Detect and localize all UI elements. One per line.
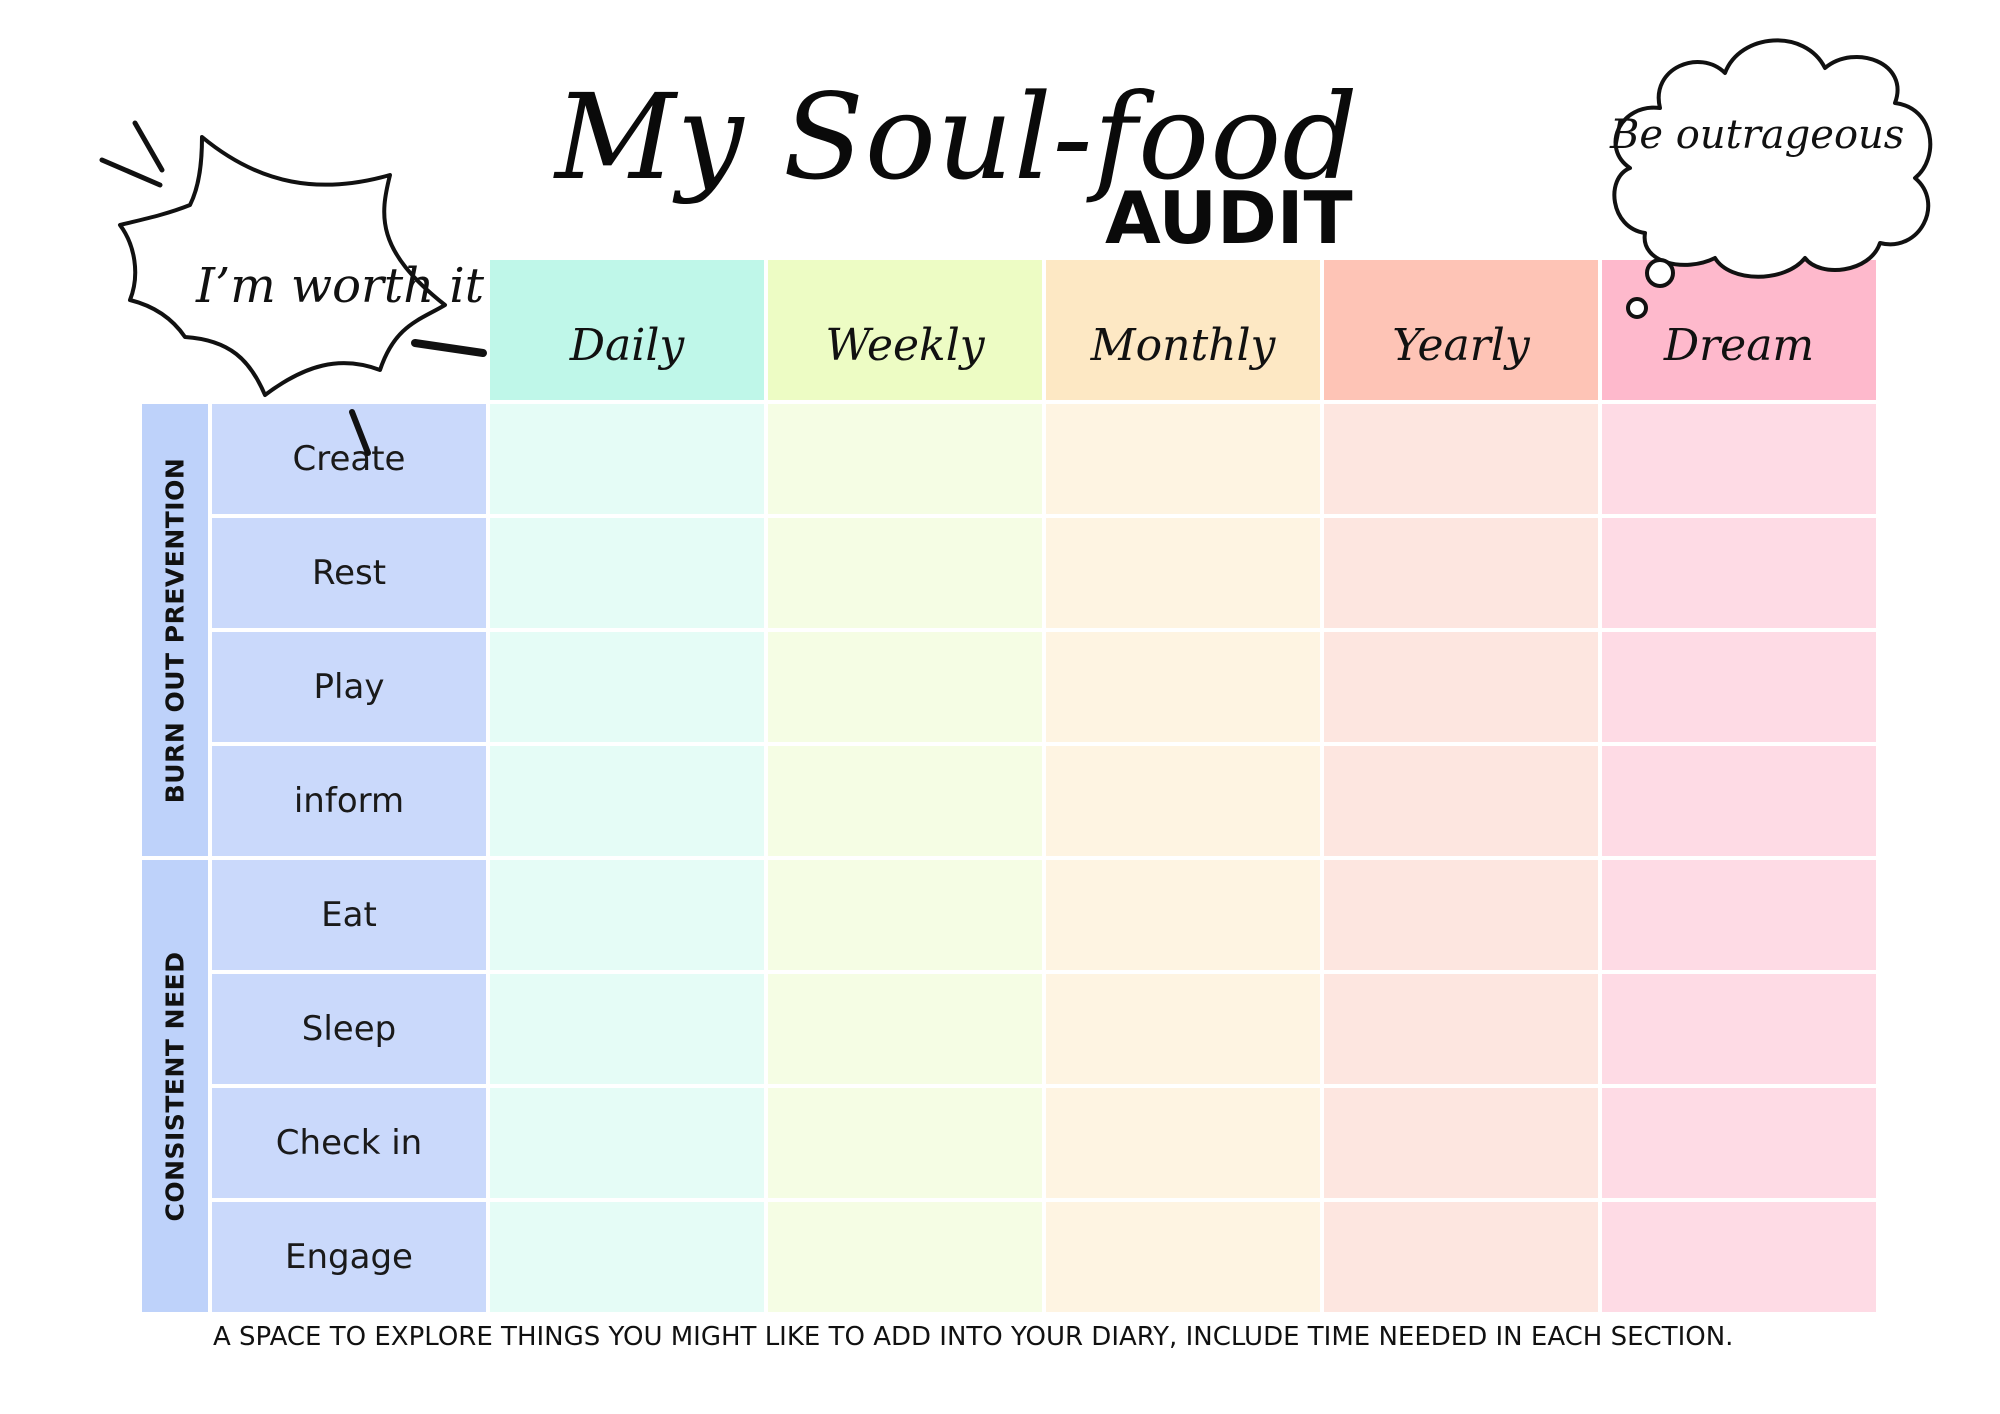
group-label-burn-out-prevention: BURN OUT PREVENTION — [142, 404, 208, 856]
entry-cell[interactable] — [1046, 1202, 1320, 1312]
entry-cell[interactable] — [768, 518, 1042, 628]
entry-cell[interactable] — [1324, 1202, 1598, 1312]
entry-cell[interactable] — [1046, 1088, 1320, 1198]
entry-cell[interactable] — [1602, 1088, 1876, 1198]
column-header-yearly: Yearly — [1324, 260, 1598, 400]
speech-bubble — [99, 120, 487, 456]
burst-line — [132, 120, 165, 173]
entry-cell[interactable] — [490, 860, 764, 970]
entry-cell[interactable] — [1324, 746, 1598, 856]
entry-cell[interactable] — [1046, 518, 1320, 628]
entry-cell[interactable] — [490, 404, 764, 514]
entry-cell[interactable] — [768, 746, 1042, 856]
entry-cell[interactable] — [1324, 404, 1598, 514]
burst-line — [99, 157, 163, 188]
row-label-rest: Rest — [212, 518, 486, 628]
entry-cell[interactable] — [768, 860, 1042, 970]
row-label-check-in: Check in — [212, 1088, 486, 1198]
thought-cloud — [1612, 38, 1933, 319]
row-label-engage: Engage — [212, 1202, 486, 1312]
audit-table: Daily Weekly Monthly Yearly Dream BURN O… — [142, 260, 1876, 1312]
entry-cell[interactable] — [490, 974, 764, 1084]
column-header-monthly: Monthly — [1046, 260, 1320, 400]
entry-cell[interactable] — [1046, 746, 1320, 856]
thought-cloud-shape — [1612, 38, 1933, 279]
entry-cell[interactable] — [1046, 632, 1320, 742]
entry-cell[interactable] — [1324, 860, 1598, 970]
entry-cell[interactable] — [1046, 974, 1320, 1084]
entry-cell[interactable] — [1324, 974, 1598, 1084]
entry-cell[interactable] — [1324, 632, 1598, 742]
entry-cell[interactable] — [1602, 1202, 1876, 1312]
entry-cell[interactable] — [490, 746, 764, 856]
entry-cell[interactable] — [768, 974, 1042, 1084]
row-label-eat: Eat — [212, 860, 486, 970]
row-label-inform: inform — [212, 746, 486, 856]
column-header-dream: Dream — [1602, 260, 1876, 400]
speech-bubble-text: I’m worth it — [196, 258, 485, 314]
entry-cell[interactable] — [768, 632, 1042, 742]
entry-cell[interactable] — [1602, 974, 1876, 1084]
burst-line — [411, 339, 487, 357]
entry-cell[interactable] — [490, 518, 764, 628]
page-subtitle: AUDIT — [1105, 176, 1353, 260]
column-header-daily: Daily — [490, 260, 764, 400]
group-label-text: CONSISTENT NEED — [160, 951, 190, 1221]
page-title: My Soul-food — [555, 68, 1359, 206]
entry-cell[interactable] — [490, 1088, 764, 1198]
burst-line — [349, 409, 371, 456]
entry-cell[interactable] — [768, 1088, 1042, 1198]
entry-cell[interactable] — [768, 1202, 1042, 1312]
row-label-sleep: Sleep — [212, 974, 486, 1084]
entry-cell[interactable] — [1046, 860, 1320, 970]
group-label-consistent-need: CONSISTENT NEED — [142, 860, 208, 1312]
entry-cell[interactable] — [768, 404, 1042, 514]
thought-cloud-text: Be outrageous — [1610, 112, 1905, 158]
entry-cell[interactable] — [1324, 518, 1598, 628]
speech-bubble-shape — [118, 135, 447, 397]
thought-dot — [1645, 258, 1675, 288]
row-label-play: Play — [212, 632, 486, 742]
entry-cell[interactable] — [490, 1202, 764, 1312]
entry-cell[interactable] — [1324, 1088, 1598, 1198]
entry-cell[interactable] — [1602, 518, 1876, 628]
entry-cell[interactable] — [490, 632, 764, 742]
thought-dot — [1626, 297, 1648, 319]
group-label-text: BURN OUT PREVENTION — [160, 457, 190, 803]
footer-instructions: A SPACE TO EXPLORE THINGS YOU MIGHT LIKE… — [213, 1322, 1734, 1352]
entry-cell[interactable] — [1602, 746, 1876, 856]
entry-cell[interactable] — [1046, 404, 1320, 514]
entry-cell[interactable] — [1602, 632, 1876, 742]
entry-cell[interactable] — [1602, 404, 1876, 514]
row-label-create: Create — [212, 404, 486, 514]
column-header-weekly: Weekly — [768, 260, 1042, 400]
entry-cell[interactable] — [1602, 860, 1876, 970]
